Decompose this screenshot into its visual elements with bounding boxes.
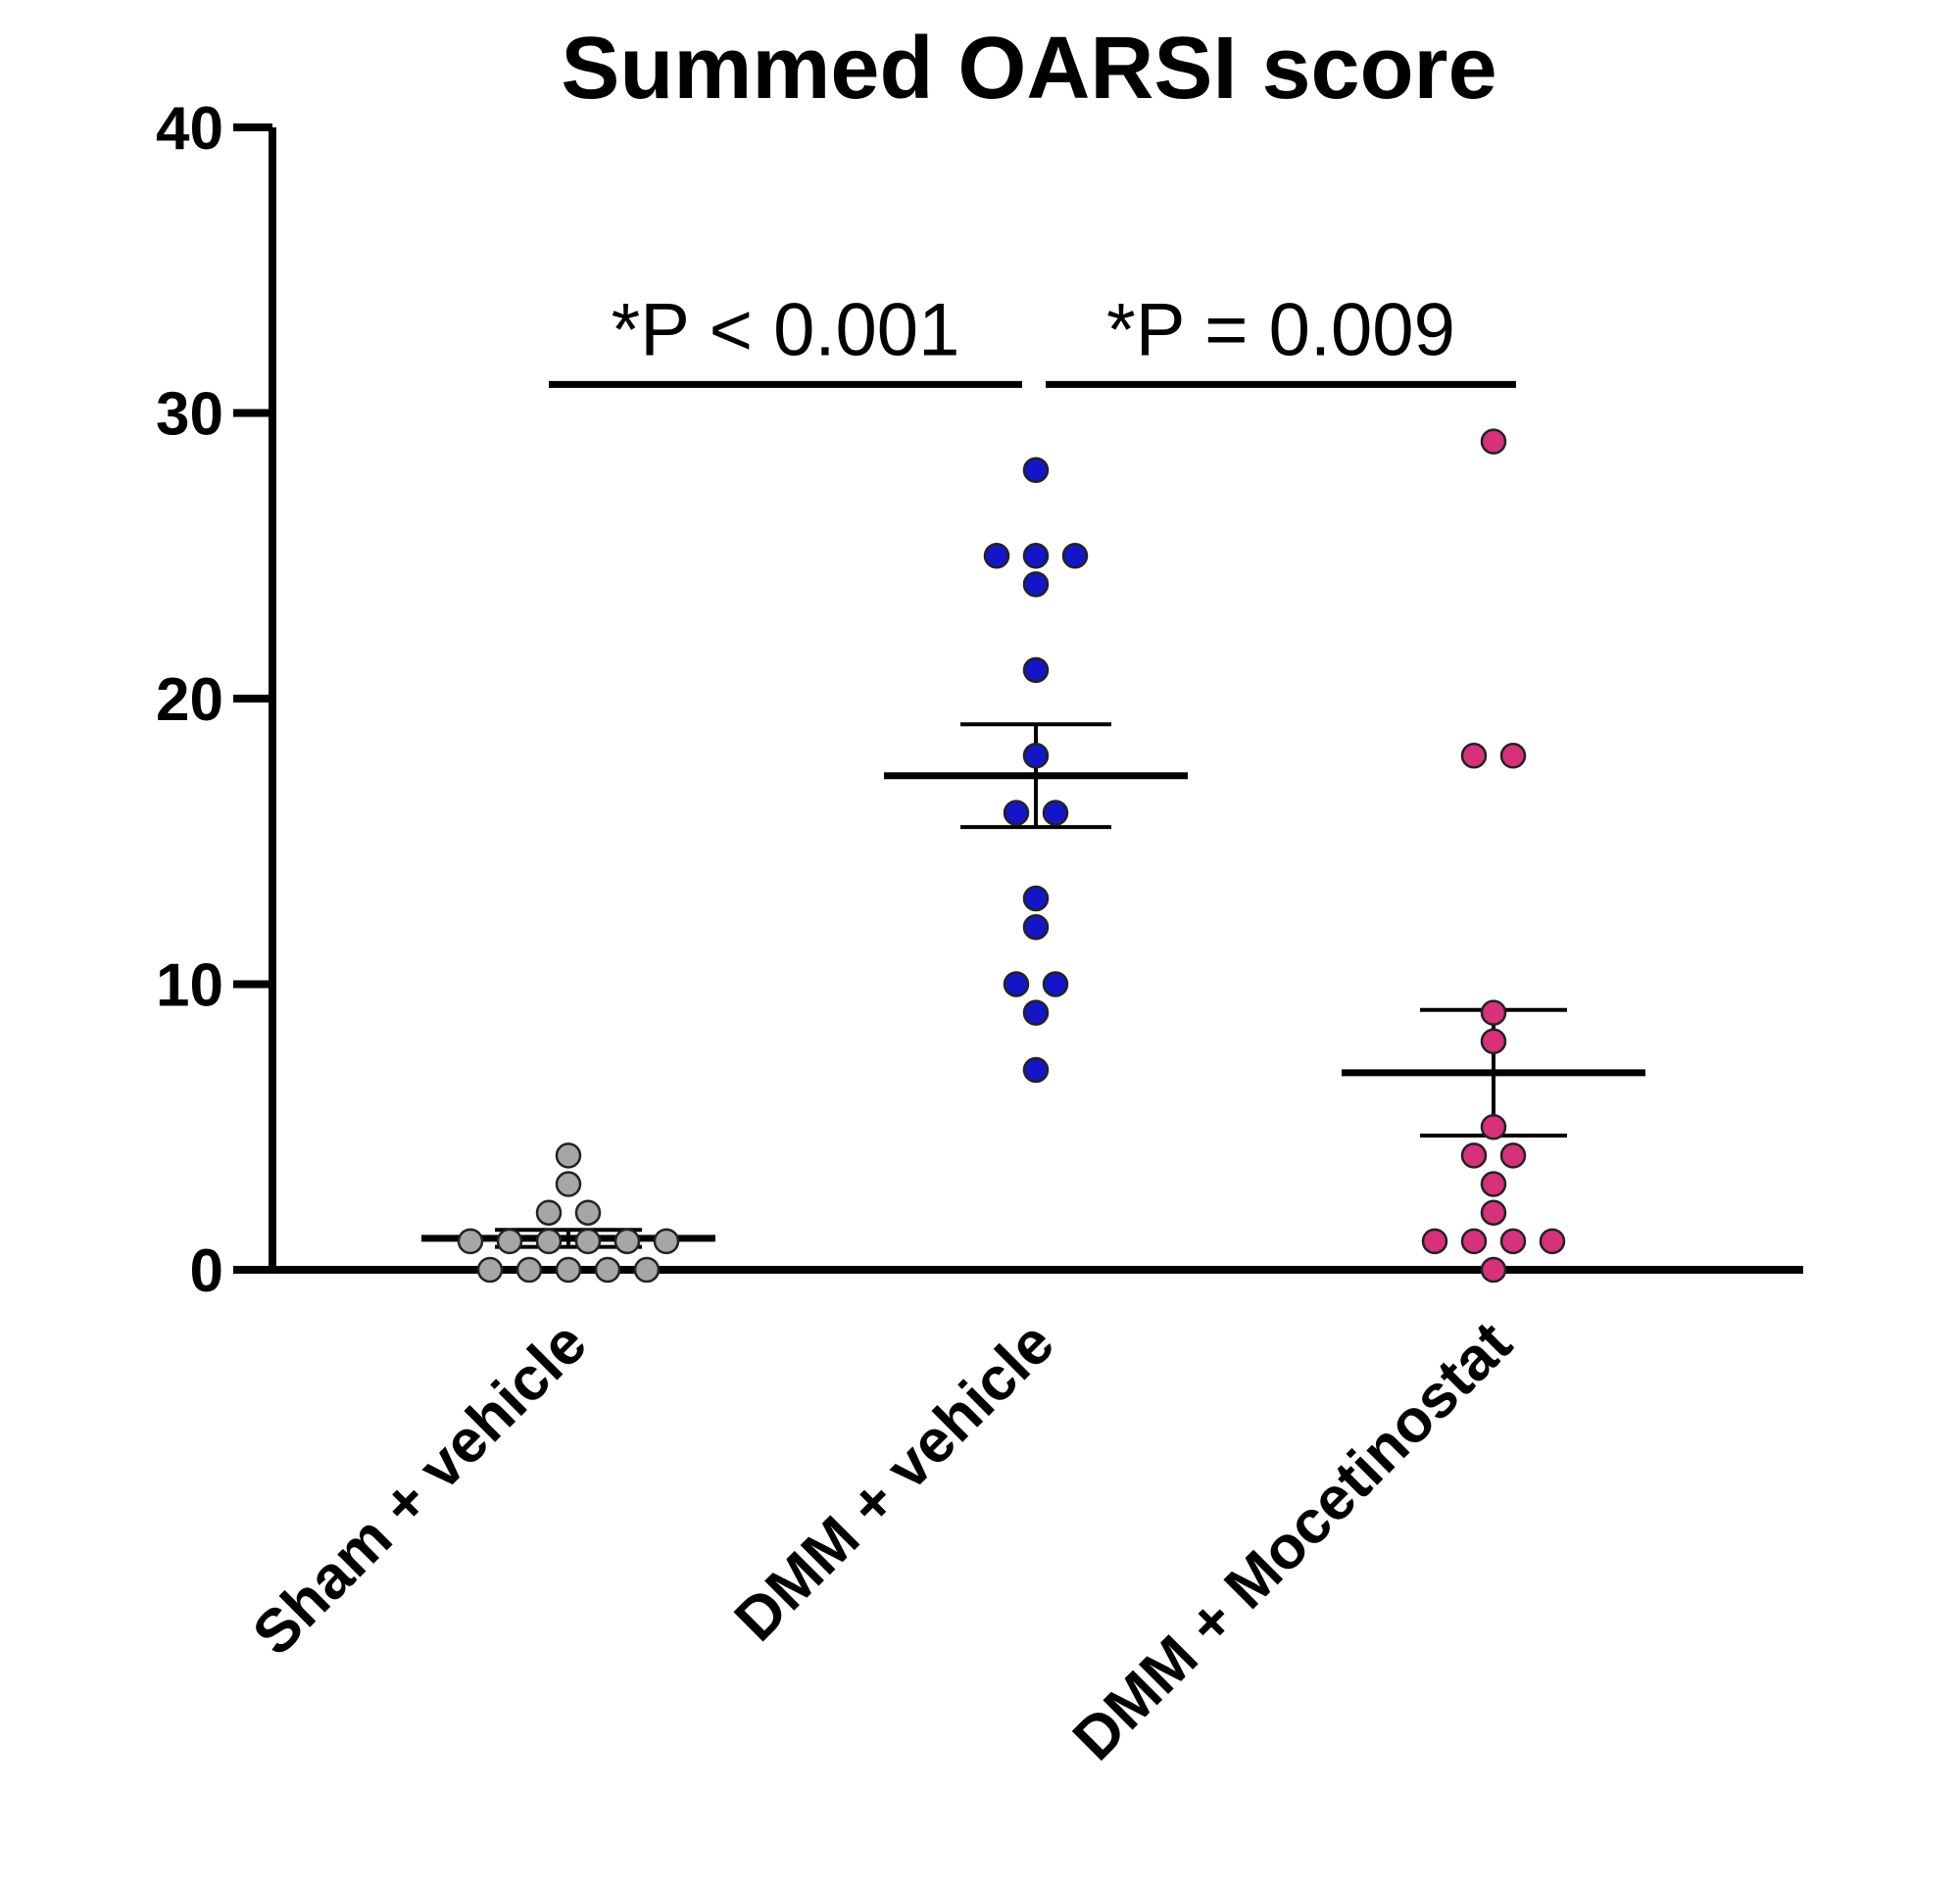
data-point bbox=[1480, 999, 1507, 1026]
data-point bbox=[555, 1171, 582, 1197]
x-category-label: Sham + vehicle bbox=[240, 1309, 600, 1669]
data-point bbox=[457, 1228, 484, 1255]
x-category-label: DMM + vehicle bbox=[722, 1309, 1067, 1654]
data-point bbox=[594, 1256, 621, 1284]
data-point bbox=[1022, 571, 1050, 598]
mean-sem-bars bbox=[421, 722, 1645, 1249]
data-point bbox=[1022, 1056, 1050, 1084]
data-point bbox=[1480, 1171, 1507, 1197]
chart-title: Summed OARSI score bbox=[561, 20, 1496, 118]
data-point bbox=[1499, 743, 1527, 769]
data-point bbox=[1460, 743, 1488, 769]
data-point bbox=[535, 1228, 563, 1255]
data-point bbox=[555, 1256, 582, 1284]
data-point bbox=[1460, 1142, 1488, 1169]
data-point bbox=[1480, 1114, 1507, 1140]
y-tick-label: 40 bbox=[156, 95, 223, 163]
data-point bbox=[496, 1228, 523, 1255]
data-point bbox=[1022, 913, 1050, 941]
data-point bbox=[1499, 1142, 1527, 1169]
y-tick-label: 30 bbox=[156, 381, 223, 449]
data-point bbox=[1480, 1028, 1507, 1055]
significance-annotations: *P < 0.001 *P = 0.009 bbox=[549, 288, 1516, 388]
x-category-label: DMM + Mocetinostat bbox=[1060, 1309, 1525, 1773]
data-point bbox=[1061, 543, 1089, 569]
data-point bbox=[1042, 800, 1069, 826]
data-point bbox=[1499, 1228, 1527, 1255]
data-point bbox=[1022, 656, 1050, 684]
data-point bbox=[1022, 457, 1050, 484]
data-point bbox=[1022, 743, 1050, 769]
data-point bbox=[633, 1256, 661, 1284]
data-point bbox=[1042, 971, 1069, 997]
data-point bbox=[1480, 1199, 1507, 1226]
p-value-label: *P = 0.009 bbox=[1106, 288, 1455, 371]
data-point bbox=[1460, 1228, 1488, 1255]
p-value-label: *P < 0.001 bbox=[612, 288, 960, 371]
data-point bbox=[1022, 999, 1050, 1026]
data-point bbox=[1003, 800, 1030, 826]
data-points bbox=[457, 428, 1566, 1284]
data-point bbox=[574, 1199, 602, 1226]
axes: 0 10 20 30 40 bbox=[156, 95, 1803, 1305]
data-point bbox=[613, 1228, 641, 1255]
y-tick-label: 20 bbox=[156, 666, 223, 734]
data-point bbox=[1480, 428, 1507, 455]
data-point bbox=[555, 1142, 582, 1169]
data-point bbox=[574, 1228, 602, 1255]
data-point bbox=[983, 543, 1010, 569]
data-point bbox=[1003, 971, 1030, 997]
data-point bbox=[476, 1256, 504, 1284]
data-point bbox=[1480, 1256, 1507, 1284]
data-point bbox=[1022, 885, 1050, 912]
data-point bbox=[1539, 1228, 1566, 1255]
y-tick-label: 10 bbox=[156, 952, 223, 1020]
data-point bbox=[1421, 1228, 1448, 1255]
y-tick-label: 0 bbox=[190, 1237, 223, 1305]
data-point bbox=[535, 1199, 563, 1226]
data-point bbox=[515, 1256, 543, 1284]
data-point bbox=[1022, 543, 1050, 569]
data-point bbox=[653, 1228, 680, 1255]
